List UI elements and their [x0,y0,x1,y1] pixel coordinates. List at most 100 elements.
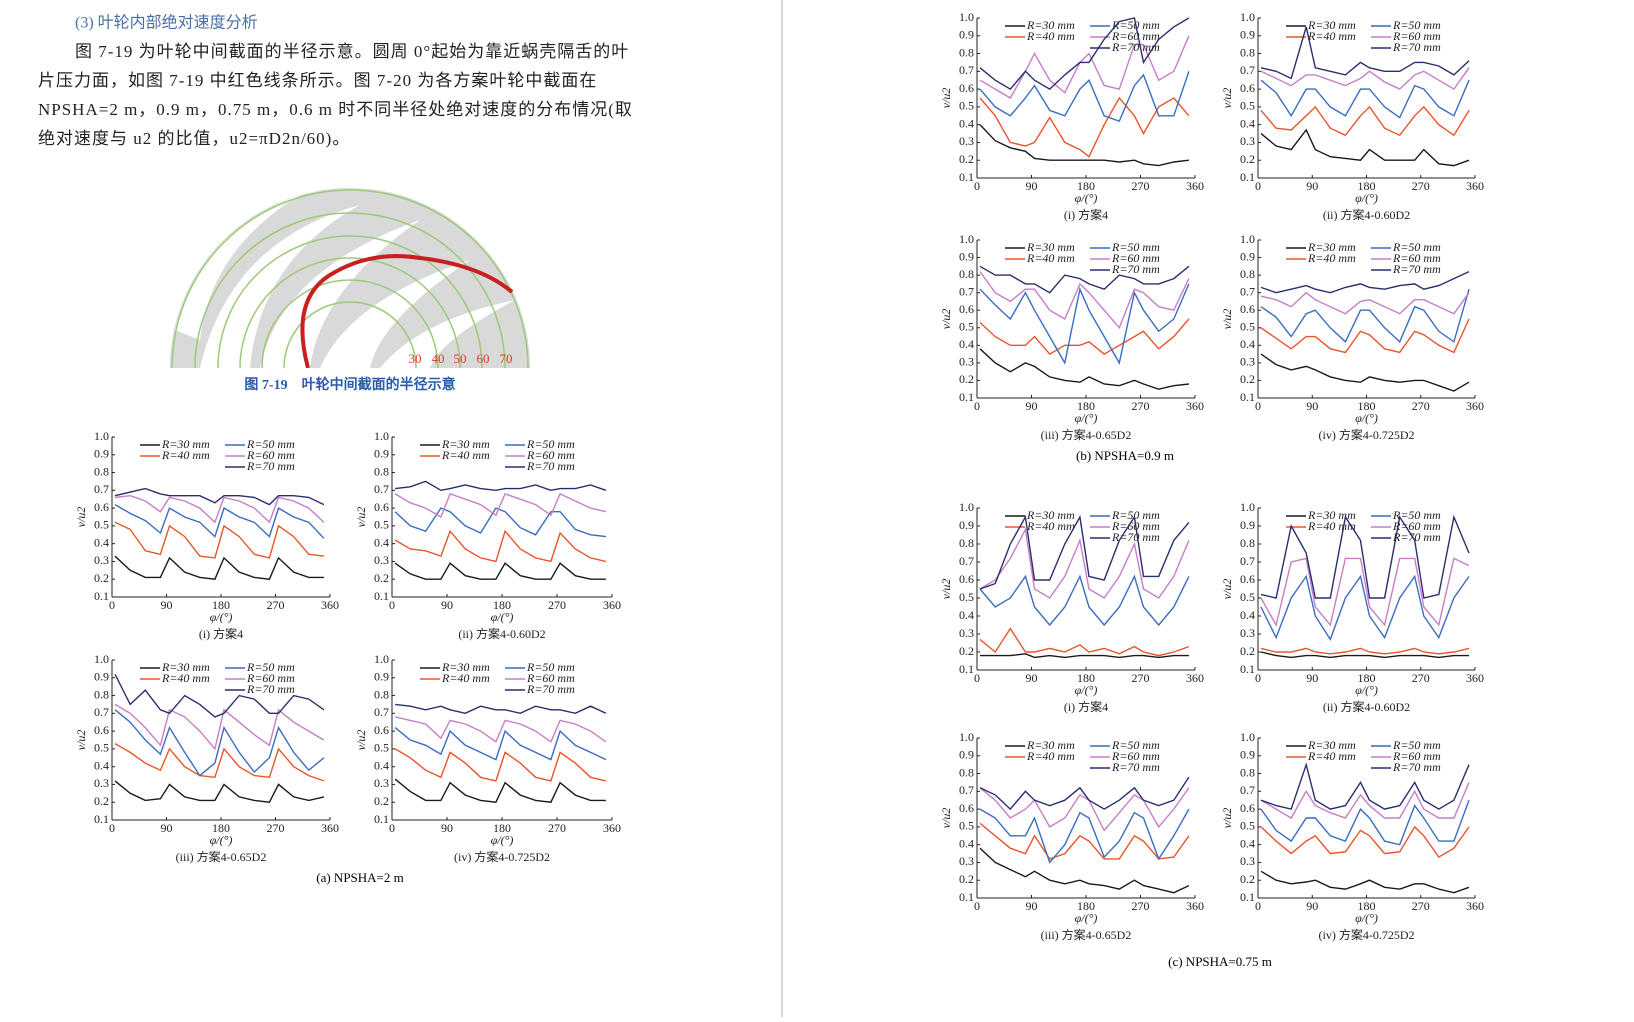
x-axis-label: φ/(°) [1075,191,1098,205]
y-tick-label: 0.9 [959,518,974,532]
radius-label: 40 [432,351,445,366]
y-axis-label: v/u2 [939,309,953,330]
y-tick-label: 0.8 [1240,267,1255,281]
y-axis-label: v/u2 [1220,309,1234,330]
x-axis-label: φ/(°) [1075,911,1098,925]
series-line [1260,557,1470,627]
x-tick-label: 90 [161,598,173,612]
chart-subtitle: (ii) 方案4-0.60D2 [1323,207,1410,222]
y-tick-label: 0.2 [1240,372,1255,386]
x-tick-label: 180 [1077,899,1095,913]
y-tick-label: 0.9 [374,447,389,461]
x-tick-label: 90 [1026,671,1038,685]
y-tick-label: 0.2 [374,794,389,808]
x-tick-label: 0 [1255,899,1261,913]
y-tick-label: 0.5 [959,819,974,833]
y-tick-label: 0.3 [1240,626,1255,640]
x-tick-label: 90 [1026,179,1038,193]
legend-label: R=30 mm [1026,18,1075,32]
series-line [1260,105,1470,137]
legend-label: R=50 mm [526,660,575,674]
y-tick-label: 0.2 [1240,644,1255,658]
chart-subtitle: (i) 方案4 [199,626,243,641]
y-tick-label: 0.6 [374,500,389,514]
legend-label: R=70 mm [1392,262,1441,276]
chart-subtitle: (i) 方案4 [1064,699,1108,714]
y-tick-label: 0.7 [1240,554,1255,568]
series-line [1260,799,1470,846]
x-tick-label: 180 [1077,399,1095,413]
y-tick-label: 0.3 [959,854,974,868]
series-line [1260,26,1470,80]
chart-subtitle: (iii) 方案4-0.65D2 [1041,927,1132,942]
y-tick-label: 0.8 [1240,536,1255,550]
y-tick-label: 0.7 [374,705,389,719]
y-tick-label: 1.0 [94,429,109,443]
legend-label: R=60 mm [246,671,295,685]
y-tick-label: 0.7 [959,284,974,298]
y-tick-label: 1.0 [1240,730,1255,744]
y-tick-label: 0.4 [959,337,974,351]
series-line [114,780,325,803]
series-line [394,492,607,519]
series-line [395,480,607,492]
y-tick-label: 0.1 [959,390,974,404]
legend-label: R=70 mm [1111,760,1160,774]
series-line [1260,762,1470,810]
y-tick-label: 0.7 [1240,63,1255,77]
series-line [979,822,1190,860]
y-tick-label: 0.3 [1240,134,1255,148]
x-tick-label: 90 [1026,399,1038,413]
x-tick-label: 270 [1132,671,1150,685]
y-tick-label: 0.1 [959,662,974,676]
y-tick-label: 0.4 [1240,608,1255,622]
series-line [114,673,325,718]
series-line [979,808,1190,864]
series-line [114,709,325,777]
y-tick-label: 0.1 [959,170,974,184]
x-tick-label: 180 [493,598,511,612]
y-tick-label: 0.8 [959,765,974,779]
series-line [394,778,606,803]
x-tick-label: 270 [267,821,285,835]
x-tick-label: 90 [1306,671,1318,685]
series-line [979,71,1190,122]
y-tick-label: 1.0 [1240,232,1255,246]
radius-label: 30 [409,351,422,366]
y-tick-label: 0.4 [374,535,389,549]
y-tick-label: 0.8 [1240,765,1255,779]
y-tick-label: 0.9 [959,249,974,263]
series-line [394,748,607,782]
legend-label: R=70 mm [1392,760,1441,774]
x-tick-label: 360 [1186,399,1204,413]
y-axis-label: v/u2 [939,808,953,829]
y-tick-label: 0.2 [959,644,974,658]
y-tick-label: 0.9 [1240,518,1255,532]
y-tick-label: 0.8 [374,464,389,478]
series-line [979,514,1190,590]
series-line [980,653,1189,659]
y-tick-label: 0.3 [94,553,109,567]
legend-label: R=40 mm [161,448,210,462]
legend-label: R=50 mm [1392,508,1441,522]
y-tick-label: 0.1 [959,890,974,904]
series-line [979,265,1190,294]
y-tick-label: 0.1 [94,812,109,826]
x-tick-label: 270 [267,598,285,612]
y-tick-label: 0.5 [94,741,109,755]
y-tick-label: 0.2 [94,794,109,808]
y-tick-label: 0.6 [374,723,389,737]
y-tick-label: 0.2 [959,372,974,386]
y-tick-label: 0.4 [94,535,109,549]
y-tick-label: 1.0 [959,500,974,514]
y-tick-label: 0.4 [94,758,109,772]
x-tick-label: 270 [1132,179,1150,193]
y-tick-label: 0.7 [374,482,389,496]
series-line [979,96,1190,158]
legend-label: R=50 mm [1111,738,1160,752]
radius-label: 70 [500,351,513,366]
x-tick-label: 180 [212,598,230,612]
x-tick-label: 180 [1358,671,1376,685]
y-tick-label: 0.6 [959,801,974,815]
